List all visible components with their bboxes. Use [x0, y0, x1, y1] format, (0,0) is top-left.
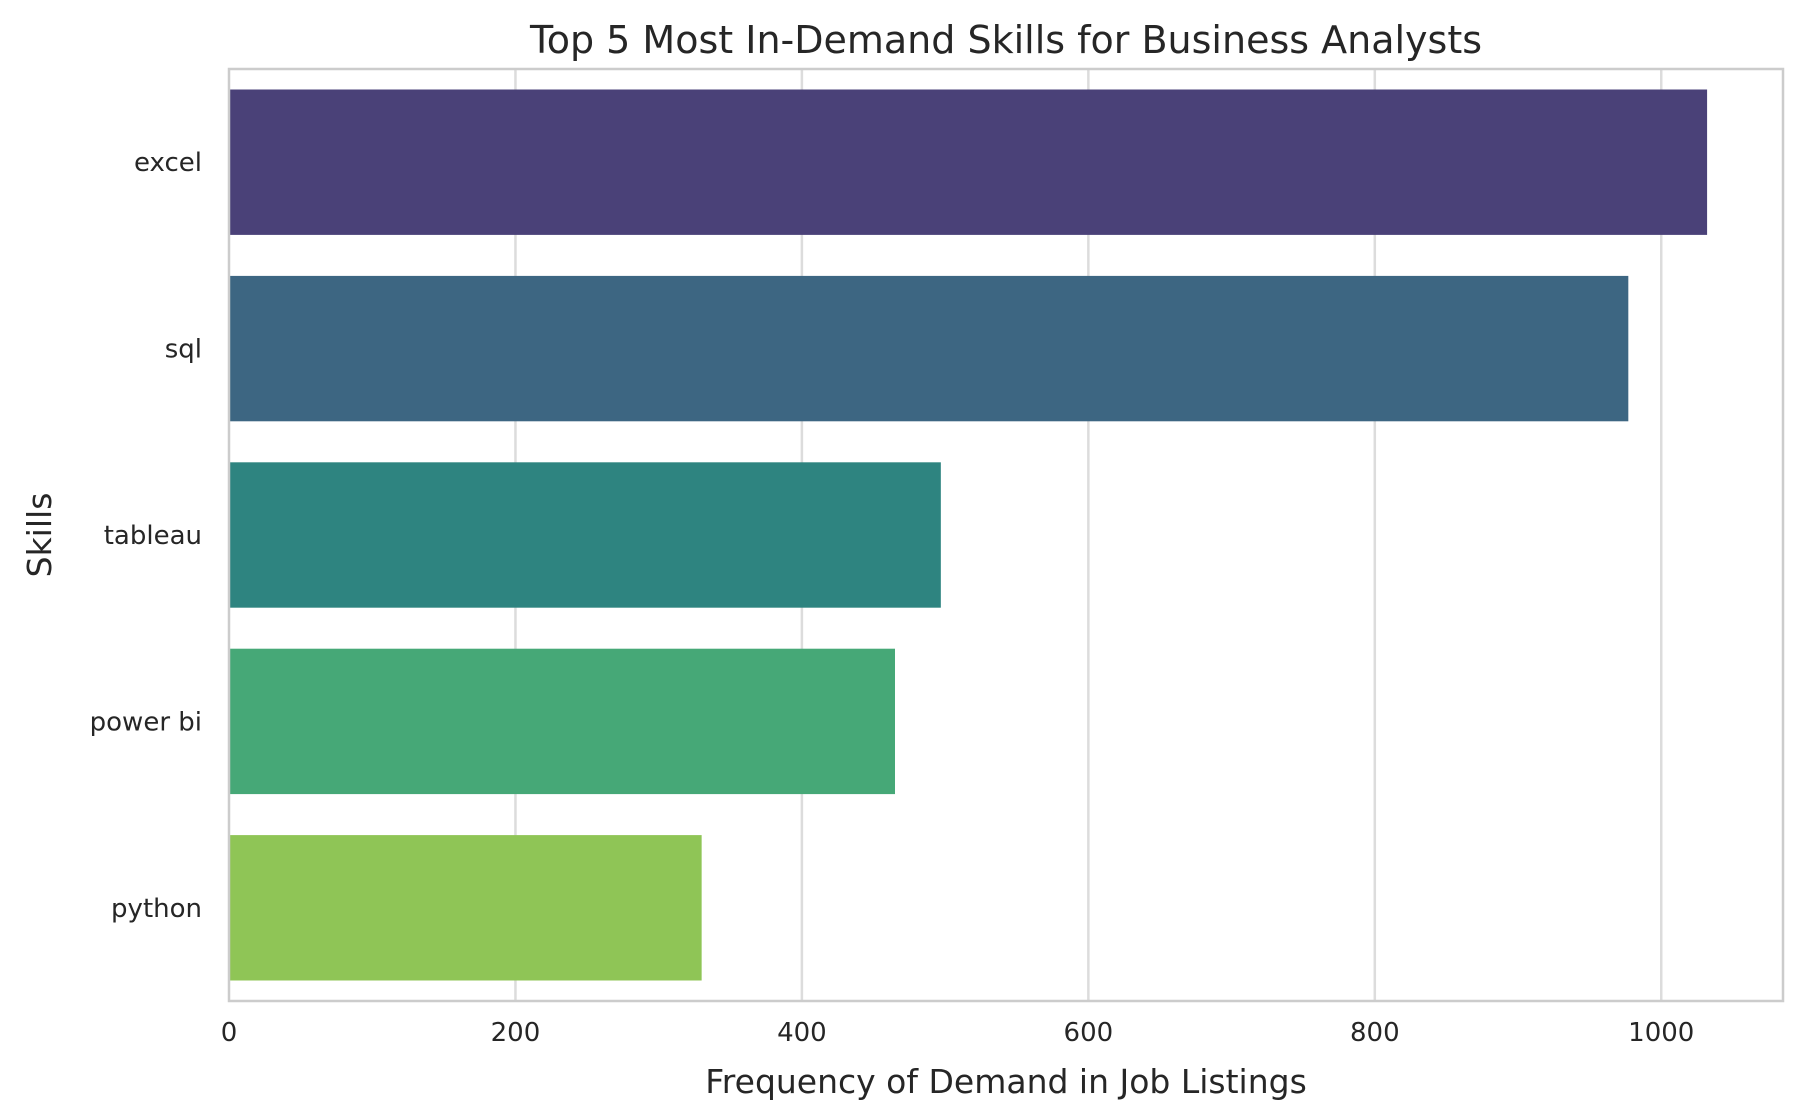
y-axis-ticks: excel sql tableau power bi python	[90, 148, 202, 924]
plot-frame	[227, 67, 1785, 1003]
x-axis-label: Frequency of Demand in Job Listings	[705, 1062, 1307, 1101]
bar-python	[229, 835, 702, 981]
x-axis-ticks: 0 200 400 600 800 1000	[221, 1018, 1695, 1048]
bar-excel	[229, 89, 1708, 235]
x-tick-label: 800	[1350, 1018, 1400, 1048]
bars	[229, 89, 1708, 981]
y-axis-label: Skills	[20, 493, 59, 578]
x-tick-label: 400	[777, 1018, 827, 1048]
y-tick-label: tableau	[104, 521, 202, 551]
bar-sql	[229, 275, 1629, 422]
y-tick-label: sql	[165, 335, 202, 365]
x-tick-label: 0	[221, 1018, 238, 1048]
y-tick-label: python	[111, 894, 202, 924]
bar-tableau	[229, 462, 941, 608]
y-tick-label: excel	[134, 148, 202, 178]
bar-power-bi	[229, 648, 895, 795]
x-tick-label: 200	[491, 1018, 541, 1048]
chart-title: Top 5 Most In-Demand Skills for Business…	[529, 18, 1482, 62]
x-tick-label: 600	[1064, 1018, 1114, 1048]
x-tick-label: 1000	[1628, 1018, 1694, 1048]
y-tick-label: power bi	[90, 707, 202, 737]
